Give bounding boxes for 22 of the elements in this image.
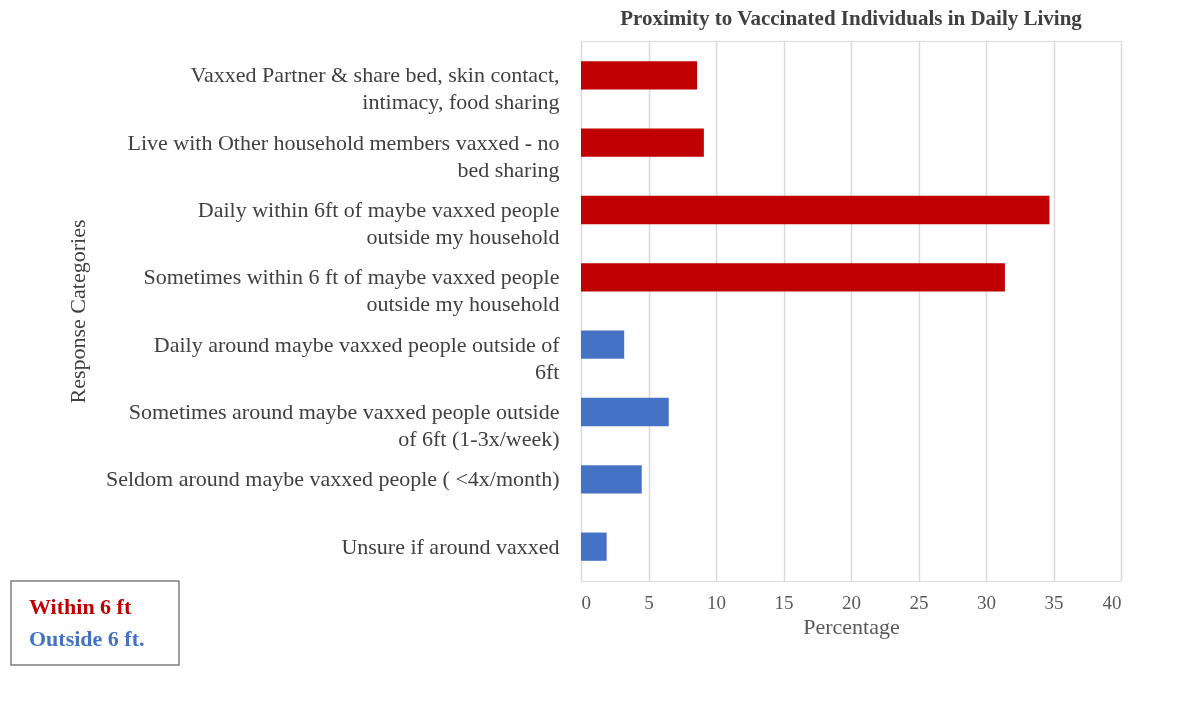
chart-title: Proximity to Vaccinated Individuals in Daily Living: [620, 6, 1083, 30]
x-tick-label: 35: [1044, 591, 1064, 613]
y-tick-label: Vaxxed Partner & share bed, skin contact, intimacy, food sharing: [190, 62, 560, 115]
x-tick-label: 25: [909, 591, 929, 613]
x-tick-label: 10: [707, 591, 726, 613]
text: Outside 6 ft.: [29, 626, 145, 651]
y-tick-label: Sometimes within 6 ft of maybe vaxxed people outside my household: [143, 264, 560, 317]
x-tick-label: 20: [842, 591, 861, 613]
x-tick-label: 30: [977, 591, 996, 613]
x-tick-label: 5: [644, 591, 654, 613]
y-tick-label: Daily around maybe vaxxed people outside of 6ft: [153, 331, 561, 384]
y-tick-label: Sometimes around maybe vaxxed people outside of 6ft (1-3x/week): [128, 399, 560, 451]
x-tick-label: 40: [1102, 591, 1122, 613]
x-axis-title: Percentage: [803, 613, 900, 639]
x-tick-label: 15: [774, 591, 794, 613]
y-axis-title: Response Categories: [65, 219, 91, 404]
y-tick-label: Seldom around maybe vaxxed people ( <4x/month): [105, 466, 560, 492]
y-tick-label: Live with Other household members vaxxed - no bed sharing: [127, 129, 560, 182]
x-tick-label: 0: [581, 591, 591, 613]
text: Within 6 ft: [29, 594, 132, 619]
y-tick-label: Daily within 6ft of maybe vaxxed people outside my household: [197, 197, 560, 249]
y-tick-label: Unsure if around vaxxed: [341, 533, 560, 559]
